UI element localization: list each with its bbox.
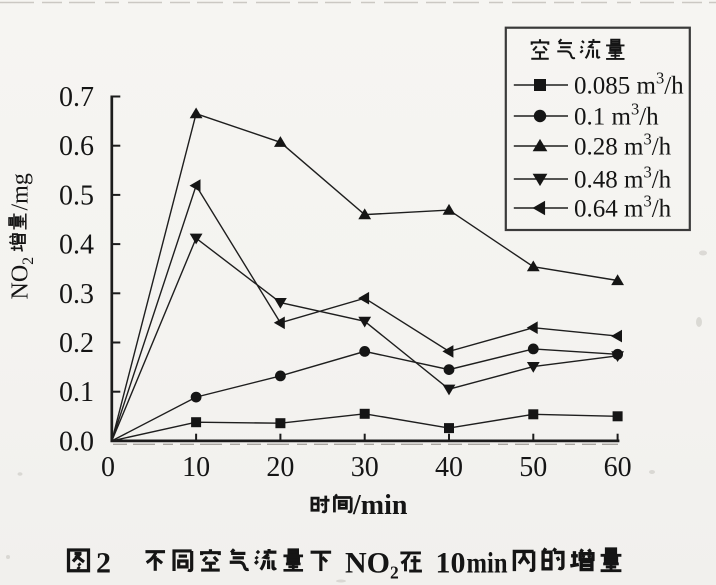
svg-text:0.2: 0.2 (59, 328, 94, 359)
svg-text:0.7: 0.7 (59, 82, 94, 113)
svg-text:30: 30 (351, 452, 379, 483)
svg-text:0.4: 0.4 (59, 230, 94, 261)
svg-text:0.64 m3/h: 0.64 m3/h (574, 192, 672, 223)
svg-text:0.1 m3/h: 0.1 m3/h (574, 100, 659, 131)
svg-text:0.28 m3/h: 0.28 m3/h (574, 130, 672, 161)
svg-text:0: 0 (101, 452, 115, 483)
svg-text:0.6: 0.6 (59, 131, 94, 162)
svg-text:0.0: 0.0 (59, 426, 94, 457)
svg-text:0.5: 0.5 (59, 180, 94, 211)
svg-text:/min: /min (352, 490, 408, 521)
svg-text:2: 2 (96, 547, 111, 580)
svg-text:/mg: /mg (8, 173, 34, 210)
svg-text:0.3: 0.3 (59, 279, 94, 310)
svg-text:40: 40 (435, 452, 463, 483)
svg-text:min: min (467, 547, 508, 580)
svg-text:0.085 m3/h: 0.085 m3/h (574, 69, 684, 100)
svg-text:20: 20 (266, 452, 294, 483)
svg-text:50: 50 (519, 452, 547, 483)
svg-text:10: 10 (436, 547, 466, 580)
svg-text:NO2: NO2 (345, 547, 399, 583)
svg-text:0.48 m3/h: 0.48 m3/h (574, 163, 672, 194)
svg-text:10: 10 (182, 452, 210, 483)
svg-text:60: 60 (604, 452, 632, 483)
svg-text:0.1: 0.1 (59, 377, 94, 408)
